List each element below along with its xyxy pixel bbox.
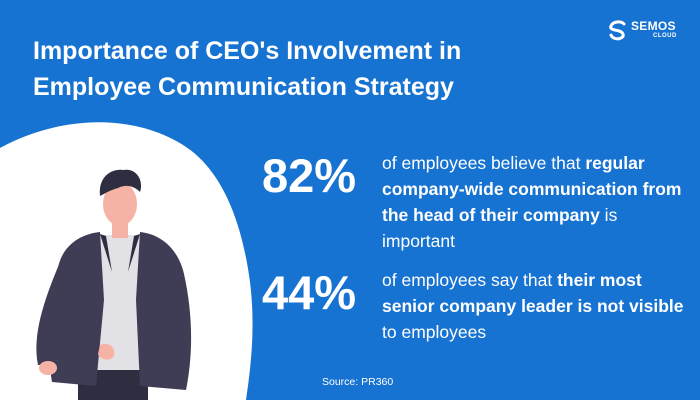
page-title: Importance of CEO's Involvement in Emplo… bbox=[33, 37, 462, 101]
stat-description: of employees say that their most senior … bbox=[382, 267, 687, 345]
stat-text-before: of employees believe that bbox=[382, 153, 586, 173]
source-note: Source: PR360 bbox=[322, 376, 394, 388]
logo-subtitle: CLOUD bbox=[653, 33, 677, 39]
person-illustration bbox=[36, 169, 192, 400]
logo-mark-icon bbox=[609, 20, 626, 41]
semos-cloud-logo: SEMOS CLOUD bbox=[607, 18, 687, 46]
stat-text-before: of employees say that bbox=[382, 270, 558, 290]
logo-wordmark: SEMOS bbox=[631, 19, 676, 33]
stat-text-bold: regular company-wide communication from … bbox=[382, 153, 682, 225]
stat-text-bold: their most senior company leader is not … bbox=[382, 270, 684, 316]
stat-value: 44% bbox=[262, 266, 357, 319]
stat-description: of employees believe that regular compan… bbox=[382, 150, 687, 254]
stat-text-after: to employees bbox=[382, 322, 487, 342]
stat-text-after: is important bbox=[382, 205, 618, 251]
stat-value: 82% bbox=[262, 149, 357, 202]
